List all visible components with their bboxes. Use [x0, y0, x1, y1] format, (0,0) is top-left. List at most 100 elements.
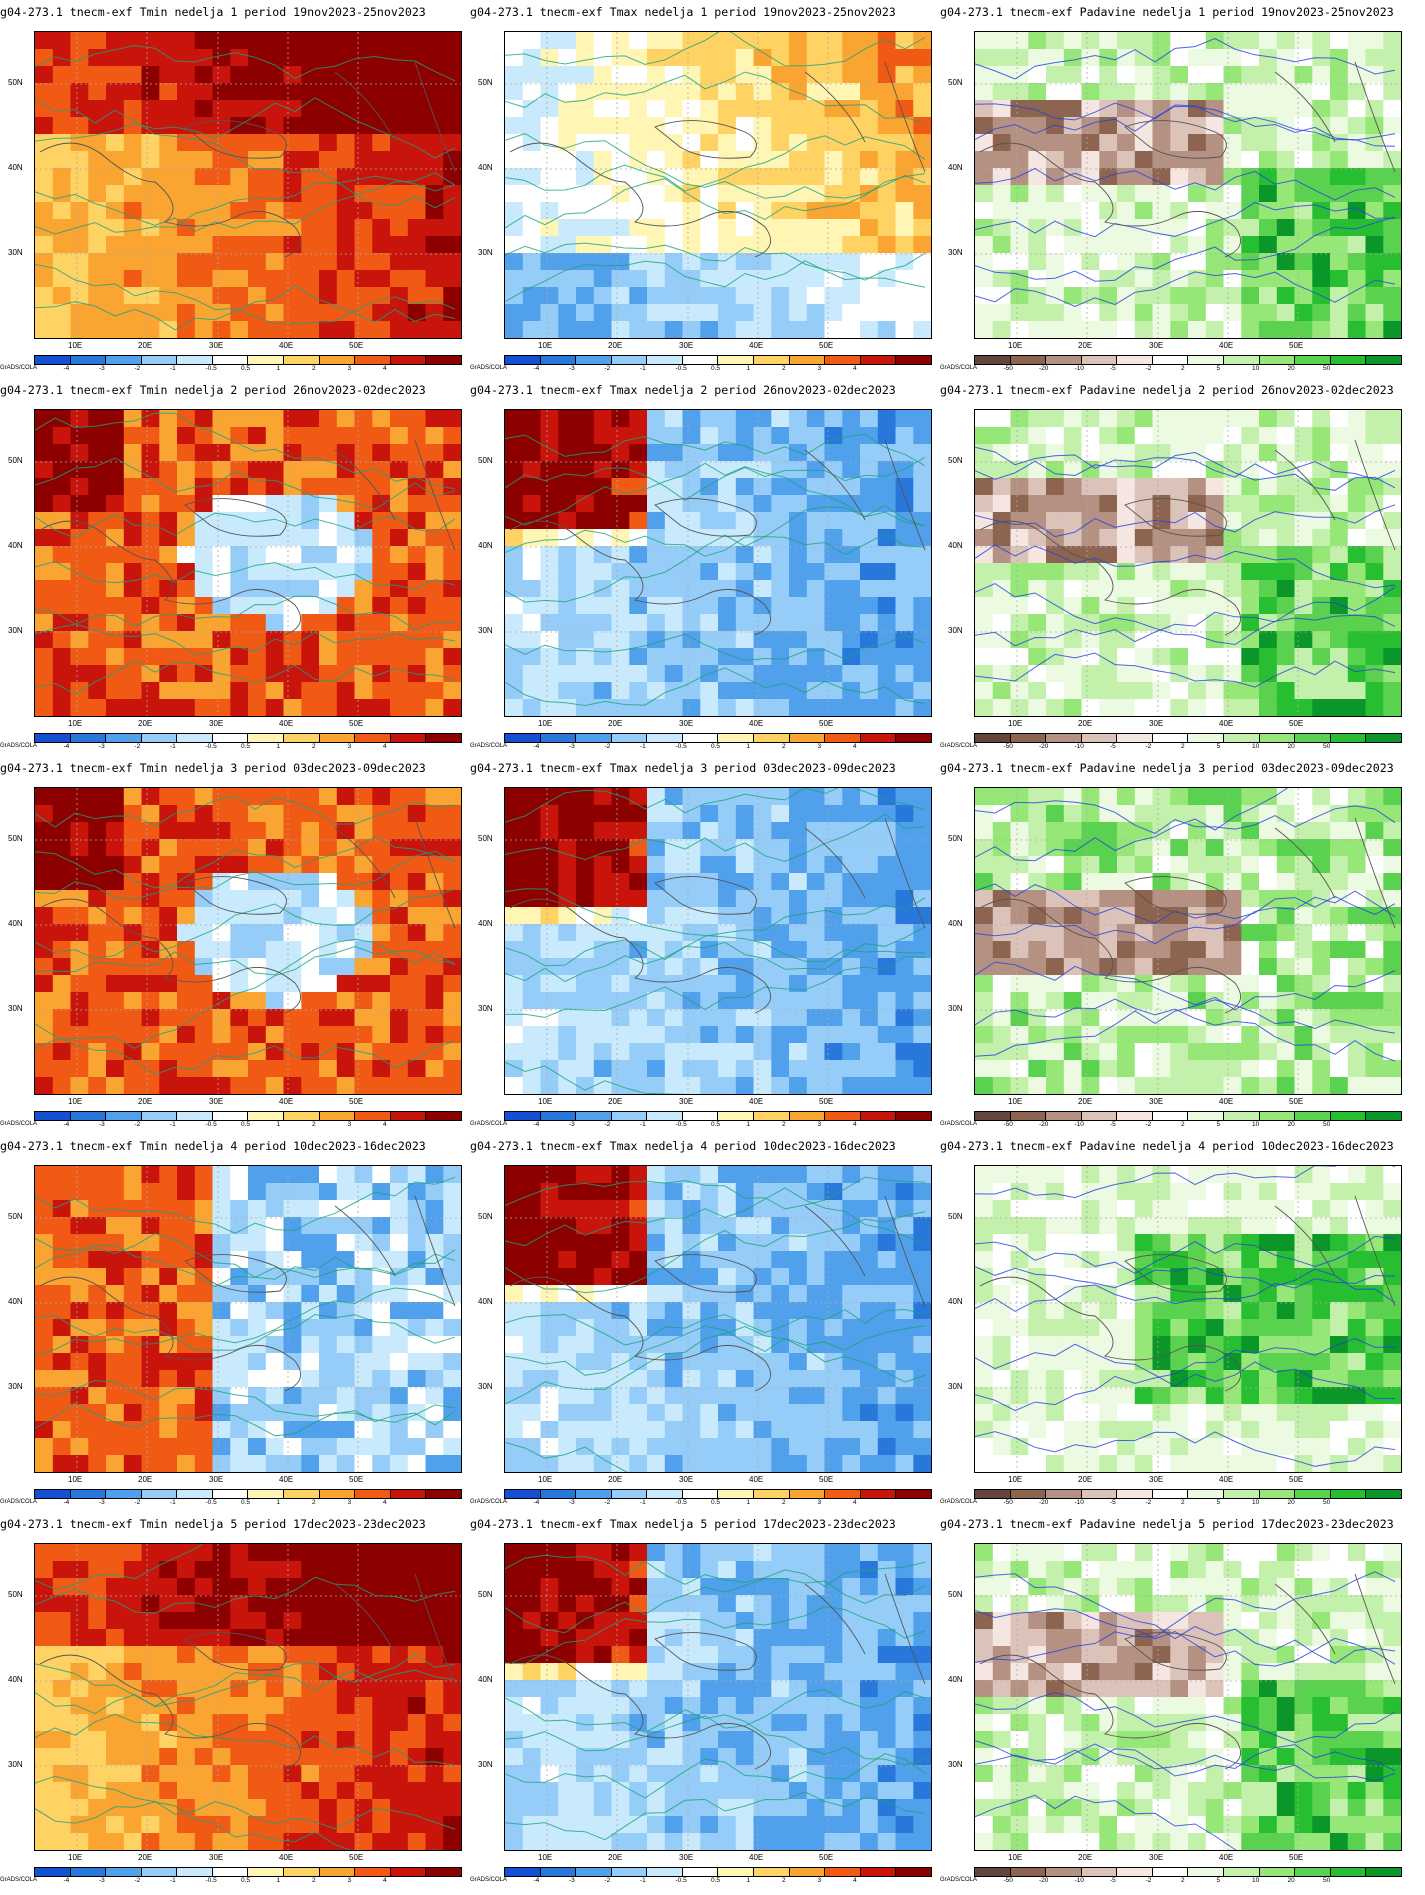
colorbar-segment — [825, 734, 861, 742]
colorbar-segment — [355, 356, 391, 364]
colorbar-label: -10 — [1074, 1877, 1084, 1884]
lon-tick-label: 10E — [1008, 1097, 1023, 1106]
colorbar-segment — [860, 356, 897, 364]
lat-tick-label: 50N — [948, 1590, 963, 1599]
lat-tick-label: 30N — [948, 1760, 963, 1769]
colorbar-label: 2 — [312, 1121, 316, 1128]
lon-tick-label: 30E — [209, 1853, 224, 1862]
lat-tick-label: 40N — [8, 1297, 23, 1306]
colorbar-segment — [426, 734, 461, 742]
colorbar-label: 3 — [347, 1499, 352, 1506]
lon-tick-label: 50E — [349, 1853, 364, 1862]
lat-tick-label: 30N — [8, 1382, 23, 1391]
lat-tick-label: 30N — [8, 248, 23, 257]
colorbar-label: 3 — [817, 1877, 822, 1884]
colorbar-segment — [576, 1868, 612, 1876]
colorbar-segment — [390, 1868, 427, 1876]
colorbar-label: -4 — [533, 1877, 540, 1884]
lat-tick-label: 50N — [8, 78, 23, 87]
lat-tick-label: 40N — [478, 163, 493, 172]
colorbar-label: 2 — [1181, 1877, 1185, 1884]
lon-tick-label: 30E — [1149, 1097, 1164, 1106]
colorbar-label: -3 — [99, 365, 105, 372]
colorbar-label: -4 — [533, 743, 540, 750]
colorbar-label: 10 — [1252, 743, 1260, 750]
colorbar-label: -50 — [1003, 1121, 1013, 1128]
colorbar-label: 3 — [347, 1121, 352, 1128]
lon-tick-label: 10E — [538, 1853, 553, 1862]
colorbar-label: -0.5 — [675, 1499, 687, 1506]
panel-title: g04-273.1 tnecm-exf Tmin nedelja 4 perio… — [0, 1139, 426, 1153]
lat-tick-label: 40N — [8, 919, 23, 928]
colorbar-label: -4 — [63, 365, 70, 372]
lat-tick-label: 50N — [948, 1212, 963, 1221]
lon-tick-label: 30E — [209, 1097, 224, 1106]
colorbar-label: 2 — [782, 1121, 786, 1128]
lon-tick-label: 30E — [209, 719, 224, 728]
colorbar-label: -2 — [604, 743, 611, 750]
colorbar-segment — [1295, 1490, 1331, 1498]
colorbar-segment — [319, 1112, 356, 1120]
colorbar-segment — [611, 356, 648, 364]
colorbar-label: 4 — [383, 365, 387, 372]
colorbar-segment — [1295, 1112, 1331, 1120]
lon-tick-label: 30E — [679, 341, 694, 350]
lat-tick-label: 30N — [478, 626, 493, 635]
colorbar-label: -0.5 — [675, 1877, 687, 1884]
colorbar-segment — [177, 734, 213, 742]
colorbar-segment — [319, 1868, 356, 1876]
lon-tick-label: 20E — [138, 341, 153, 350]
colorbar — [974, 1111, 1402, 1121]
colorbar-segment — [860, 1868, 897, 1876]
colorbar-label: -3 — [99, 1877, 105, 1884]
colorbar-segment — [141, 1490, 178, 1498]
lon-tick-label: 20E — [1078, 1097, 1093, 1106]
colorbar-segment — [1081, 734, 1118, 742]
colorbar-segment — [1010, 1490, 1047, 1498]
colorbar-label: 50 — [1323, 365, 1331, 372]
map-panel: g04-273.1 tnecm-exf Tmin nedelja 1 perio… — [0, 3, 470, 382]
lat-tick-label: 50N — [478, 1212, 493, 1221]
lon-tick-label: 10E — [68, 341, 83, 350]
colorbar-segment — [284, 1490, 320, 1498]
lon-tick-label: 40E — [749, 1097, 764, 1106]
colorbar — [34, 355, 462, 365]
colorbar-segment — [611, 1112, 648, 1120]
map-panel: g04-273.1 tnecm-exf Tmin nedelja 5 perio… — [0, 1515, 470, 1894]
colorbar-segment — [1259, 1868, 1296, 1876]
colorbar-label: 2 — [1181, 1499, 1185, 1506]
colorbar — [504, 733, 932, 743]
colorbar-segment — [426, 1112, 461, 1120]
colorbar-label: 10 — [1252, 365, 1260, 372]
lon-tick-label: 30E — [679, 1853, 694, 1862]
colorbar-label: 50 — [1323, 1499, 1331, 1506]
grads-credit: GrADS/COLA — [940, 1877, 978, 1883]
lon-tick-label: 20E — [138, 1853, 153, 1862]
colorbar-label: -5 — [1110, 743, 1116, 750]
lon-tick-label: 10E — [1008, 719, 1023, 728]
colorbar-label: 2 — [312, 1499, 316, 1506]
colorbar-segment — [1224, 1868, 1260, 1876]
colorbar-segment — [70, 1868, 107, 1876]
grads-credit: GrADS/COLA — [470, 1499, 508, 1505]
colorbar-segment — [1366, 1112, 1401, 1120]
grads-credit: GrADS/COLA — [0, 1121, 38, 1127]
anomaly-map — [504, 787, 932, 1095]
colorbar-label: -4 — [533, 1499, 540, 1506]
lon-tick-label: 10E — [1008, 1475, 1023, 1484]
lat-tick-label: 30N — [8, 626, 23, 635]
colorbar-label: -0.5 — [205, 365, 217, 372]
colorbar-label: -2 — [134, 1121, 141, 1128]
colorbar-label: -5 — [1110, 365, 1116, 372]
colorbar-label: -10 — [1074, 365, 1084, 372]
lat-tick-label: 30N — [948, 248, 963, 257]
colorbar-label: -2 — [1145, 365, 1152, 372]
colorbar-label: -2 — [1145, 1121, 1152, 1128]
colorbar-segment — [35, 1490, 71, 1498]
colorbar-segment — [682, 734, 719, 742]
colorbar-label: 2 — [782, 1499, 786, 1506]
lat-tick-label: 50N — [948, 78, 963, 87]
colorbar-segment — [682, 356, 719, 364]
lat-tick-label: 50N — [478, 78, 493, 87]
colorbar-label: -2 — [134, 1499, 141, 1506]
